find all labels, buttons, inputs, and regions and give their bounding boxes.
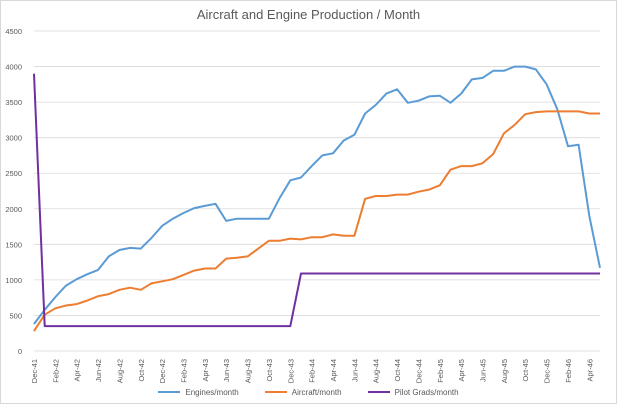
x-tick-label: Aug-45: [500, 359, 509, 383]
y-tick-label: 0: [18, 347, 22, 356]
x-tick-label: Apr-43: [201, 359, 210, 382]
x-tick-label: Dec-44: [414, 359, 423, 383]
x-tick-label: Oct-43: [265, 359, 274, 382]
y-tick-label: 4000: [5, 63, 22, 72]
x-tick-label: Apr-44: [329, 359, 338, 382]
x-tick-label: Feb-46: [564, 359, 573, 383]
y-tick-label: 2500: [5, 169, 22, 178]
legend-label-aircraft: Aircraft/month: [291, 387, 342, 397]
y-tick-label: 1000: [5, 276, 22, 285]
legend-swatch-pilot-grads: [367, 391, 390, 393]
x-tick-label: Feb-45: [436, 359, 445, 383]
series-line-2: [33, 73, 600, 328]
legend-item-aircraft: Aircraft/month: [264, 386, 342, 398]
y-tick-label: 1500: [5, 240, 22, 249]
x-tick-label: Dec-42: [158, 359, 167, 383]
x-tick-label: Apr-45: [457, 359, 466, 382]
x-tick-label: Apr-46: [585, 359, 594, 382]
x-tick-label: Jun-44: [350, 359, 359, 382]
x-tick-label: Feb-43: [180, 359, 189, 383]
x-tick-label: Aug-44: [372, 359, 381, 383]
x-tick-label: Oct-45: [521, 359, 530, 382]
y-tick-label: 3000: [5, 134, 22, 143]
chart-title: Aircraft and Engine Production / Month: [196, 7, 421, 22]
x-tick-label: Jun-45: [479, 359, 488, 382]
x-tick-label: Dec-45: [543, 359, 552, 383]
x-tick-label: Aug-42: [115, 359, 124, 383]
y-tick-label: 3500: [5, 98, 22, 107]
x-tick-label: Oct-44: [393, 359, 402, 382]
y-tick-label: 2000: [5, 205, 22, 214]
y-tick-label: 4500: [5, 27, 22, 36]
series-line-1: [33, 110, 600, 332]
x-tick-label: Feb-42: [51, 359, 60, 383]
x-tick-label: Jun-43: [222, 359, 231, 382]
x-tick-label: Aug-43: [244, 359, 253, 383]
legend-swatch-aircraft: [264, 391, 287, 393]
legend: Engines/month Aircraft/month Pilot Grads…: [0, 386, 617, 398]
legend-label-engines: Engines/month: [185, 387, 239, 397]
x-tick-label: Apr-42: [73, 359, 82, 382]
legend-item-pilot-grads: Pilot Grads/month: [367, 386, 459, 398]
x-tick-label: Dec-41: [30, 359, 39, 383]
legend-swatch-engines: [158, 391, 181, 393]
legend-label-pilot-grads: Pilot Grads/month: [394, 387, 459, 397]
x-tick-label: Jun-42: [94, 359, 103, 382]
x-tick-label: Oct-42: [137, 359, 146, 382]
legend-item-engines: Engines/month: [158, 386, 239, 398]
series-line-0: [33, 65, 601, 325]
x-tick-label: Dec-43: [286, 359, 295, 383]
x-tick-label: Feb-44: [308, 359, 317, 383]
y-tick-label: 500: [9, 311, 22, 320]
